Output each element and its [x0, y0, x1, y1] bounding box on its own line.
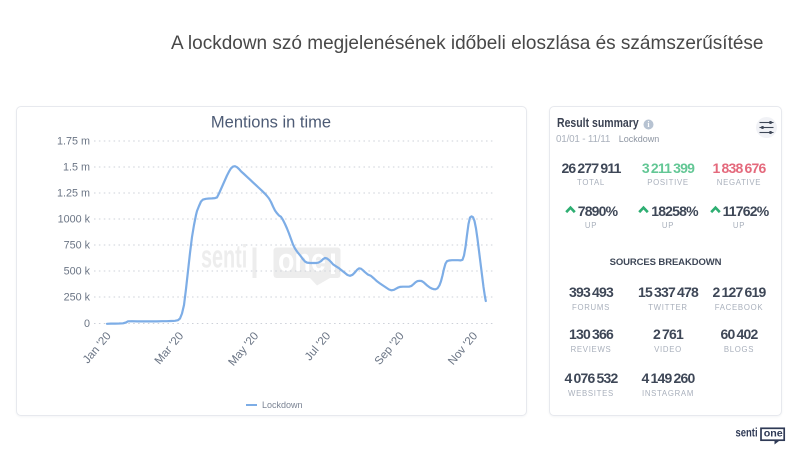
svg-text:Sep '20: Sep '20 [373, 330, 407, 367]
svg-text:Lockdown: Lockdown [262, 400, 303, 410]
svg-text:senti: senti [736, 426, 758, 439]
svg-text:Jul '20: Jul '20 [303, 330, 333, 363]
svg-text:senti: senti [201, 239, 247, 275]
svg-text:one: one [764, 427, 783, 439]
svg-text:Mar '20: Mar '20 [153, 330, 187, 367]
svg-text:1000 k: 1000 k [58, 214, 91, 226]
svg-text:0: 0 [84, 318, 90, 330]
svg-text:250 k: 250 k [64, 292, 91, 304]
svg-text:May '20: May '20 [226, 330, 261, 368]
svg-text:1.5 m: 1.5 m [63, 162, 90, 174]
svg-text:Nov '20: Nov '20 [446, 330, 480, 367]
svg-text:i: i [647, 120, 650, 129]
svg-text:1.25 m: 1.25 m [57, 188, 90, 200]
svg-text:750 k: 750 k [64, 240, 91, 252]
svg-text:Mentions in time: Mentions in time [211, 114, 331, 132]
svg-text:one: one [278, 243, 326, 279]
svg-text:500 k: 500 k [64, 266, 91, 278]
svg-text:Jan '20: Jan '20 [81, 330, 114, 366]
svg-text:1.75 m: 1.75 m [57, 136, 90, 148]
